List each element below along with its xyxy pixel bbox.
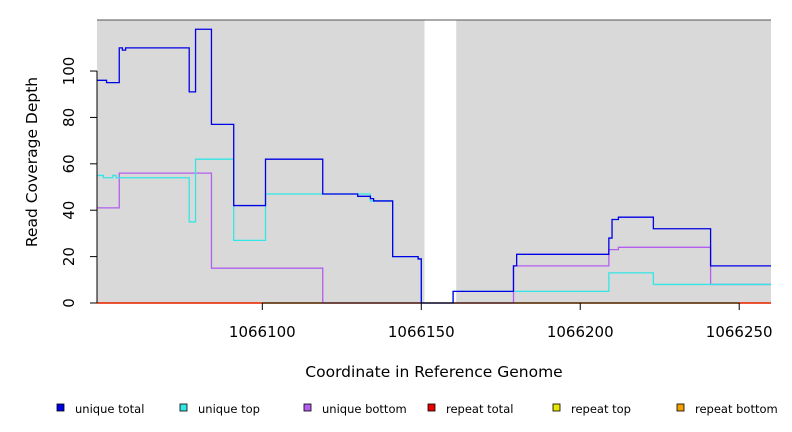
- gap-region: [424, 20, 457, 303]
- axes: 0 20 40 60 80 100 1066100 1066150 1066200 1066250: [60, 57, 773, 341]
- x-tick-label: 1066250: [706, 323, 773, 341]
- legend-item: repeat total: [427, 402, 513, 416]
- legend-label: repeat bottom: [695, 402, 778, 416]
- x-tick-label: 1066150: [388, 323, 455, 341]
- legend-swatch: [56, 403, 65, 412]
- legend-swatch: [552, 403, 561, 412]
- legend-label: repeat total: [446, 402, 513, 416]
- x-tick-label: 1066200: [547, 323, 614, 341]
- series-line-unique-total: [97, 28, 771, 304]
- x-tick-label: 1066100: [229, 323, 296, 341]
- legend-swatch: [676, 403, 685, 412]
- legend: unique total unique top unique bottom repea…: [56, 402, 778, 416]
- legend-label: unique total: [75, 402, 144, 416]
- y-axis-title: Read Coverage Depth: [23, 77, 41, 247]
- x-axis-title: Coordinate in Reference Genome: [305, 363, 562, 381]
- legend-item: unique bottom: [303, 402, 407, 416]
- y-tick-label: 0: [60, 298, 78, 308]
- y-tick-label: 40: [60, 201, 78, 220]
- legend-item: unique top: [179, 402, 260, 416]
- legend-label: unique top: [198, 402, 260, 416]
- legend-label: repeat top: [571, 402, 631, 416]
- legend-swatch: [179, 403, 188, 412]
- plot-area: [97, 19, 771, 304]
- y-tick-label: 60: [60, 154, 78, 173]
- y-tick-label: 20: [60, 247, 78, 266]
- y-tick-label: 100: [60, 57, 78, 86]
- legend-swatch: [303, 403, 312, 412]
- legend-item: repeat bottom: [676, 402, 778, 416]
- legend-item: unique total: [56, 402, 144, 416]
- legend-swatch: [427, 403, 436, 412]
- y-tick-label: 80: [60, 108, 78, 127]
- legend-label: unique bottom: [322, 402, 407, 416]
- legend-item: repeat top: [552, 402, 631, 416]
